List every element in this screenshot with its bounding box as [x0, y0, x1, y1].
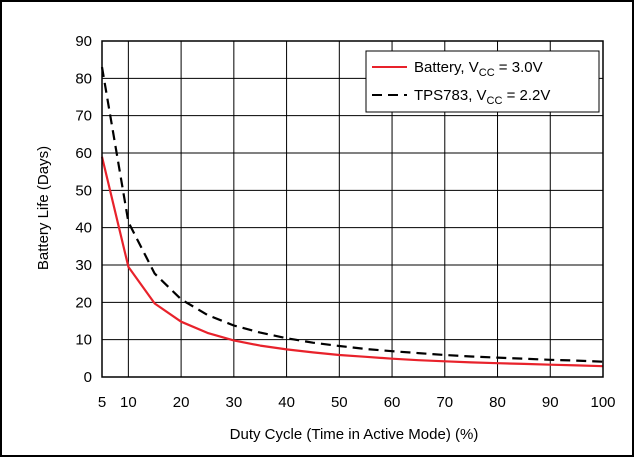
y-tick-label: 40 [75, 220, 92, 237]
y-tick-labels: 0 10 20 30 40 50 60 70 80 90 [75, 33, 92, 386]
y-tick-label: 80 [75, 70, 92, 87]
y-tick-label: 20 [75, 294, 92, 311]
x-tick-label: 5 [98, 394, 106, 411]
x-tick-label: 60 [384, 394, 401, 411]
x-tick-label: 10 [120, 394, 137, 411]
x-tick-label: 20 [173, 394, 190, 411]
x-tick-label: 30 [225, 394, 242, 411]
x-tick-label: 80 [489, 394, 506, 411]
x-tick-label: 70 [436, 394, 453, 411]
x-tick-label: 50 [331, 394, 348, 411]
x-tick-label: 40 [278, 394, 295, 411]
x-tick-label: 100 [590, 394, 615, 411]
legend: Battery, VCC = 3.0V TPS783, VCC = 2.2V [365, 50, 600, 113]
plot-border [101, 40, 604, 378]
x-tick-label: 90 [542, 394, 559, 411]
y-axis-label: Battery Life (Days) [35, 146, 52, 270]
y-tick-label: 50 [75, 182, 92, 199]
tps783-series-line [100, 66, 604, 363]
y-tick-label: 60 [75, 145, 92, 162]
y-tick-label: 10 [75, 332, 92, 349]
legend-label-battery: Battery, VCC = 3.0V [414, 59, 543, 79]
x-tick-labels: 5 10 20 30 40 50 60 70 80 90 100 [98, 394, 616, 411]
y-tick-label: 70 [75, 108, 92, 125]
battery-series-line [100, 156, 604, 368]
x-axis-label: Duty Cycle (Time in Active Mode) (%) [230, 426, 479, 443]
y-tick-label: 30 [75, 257, 92, 274]
series-lines [100, 66, 604, 368]
legend-box [365, 50, 600, 113]
legend-label-tps783: TPS783, VCC = 2.2V [414, 87, 550, 107]
y-tick-label: 90 [75, 33, 92, 50]
y-tick-label: 0 [84, 369, 92, 386]
